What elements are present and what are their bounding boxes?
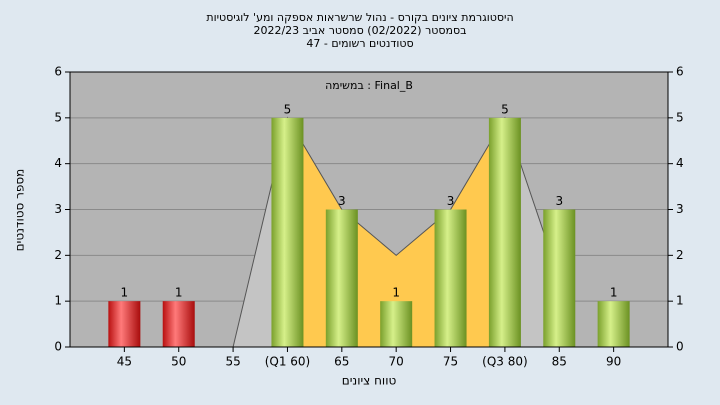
data-label: 3 [338, 194, 346, 208]
data-label: 3 [555, 194, 563, 208]
y-tick-label: 6 [54, 65, 62, 79]
bar [325, 209, 358, 347]
bar [488, 117, 521, 347]
y-tick-label: 5 [54, 110, 62, 124]
y2-tick-label: 2 [676, 248, 684, 262]
y-tick-label: 1 [54, 294, 62, 308]
y2-tick-label: 4 [676, 156, 684, 170]
x-tick-label: 45 [117, 355, 132, 369]
data-label: 3 [447, 194, 455, 208]
bar [271, 117, 304, 347]
x-tick-label: 90 [606, 355, 621, 369]
y2-tick-label: 5 [676, 110, 684, 124]
y-tick-label: 0 [54, 340, 62, 354]
title-line: היסטוגרמת ציונים בקורס - נהול שרשראות אס… [206, 11, 513, 24]
annotation: במשימה : Final_B [325, 79, 413, 92]
data-label: 1 [175, 286, 183, 300]
y-axis-label: מספר סטודנטים [13, 169, 27, 252]
bar [543, 209, 576, 347]
bar [434, 209, 467, 347]
bar [108, 301, 141, 347]
data-label: 1 [121, 286, 129, 300]
data-label: 1 [392, 286, 400, 300]
x-tick-label: 70 [389, 355, 404, 369]
data-label: 5 [284, 102, 292, 116]
x-tick-label: 65 [334, 355, 349, 369]
title-line: סטודנטים רשומים - 47 [306, 37, 413, 50]
y-tick-label: 2 [54, 248, 62, 262]
x-tick-label: (Q1 60) [265, 355, 311, 369]
y-tick-label: 3 [54, 202, 62, 216]
title-line: בסמסטר (02/2022) סמסטר אביב 2022/23 [253, 24, 466, 37]
y2-tick-label: 6 [676, 65, 684, 79]
x-tick-label: 55 [225, 355, 240, 369]
data-label: 1 [610, 286, 618, 300]
x-tick-label: 85 [552, 355, 567, 369]
bar [597, 301, 630, 347]
bar [380, 301, 413, 347]
y2-tick-label: 0 [676, 340, 684, 354]
y-tick-label: 4 [54, 156, 62, 170]
bar [162, 301, 195, 347]
y2-tick-label: 1 [676, 294, 684, 308]
x-tick-label: (Q3 80) [482, 355, 528, 369]
y2-tick-label: 3 [676, 202, 684, 216]
x-tick-label: 50 [171, 355, 186, 369]
data-label: 5 [501, 102, 509, 116]
x-axis-label: טווח ציונים [342, 374, 397, 388]
x-tick-label: 75 [443, 355, 458, 369]
plot-frame [69, 71, 669, 348]
